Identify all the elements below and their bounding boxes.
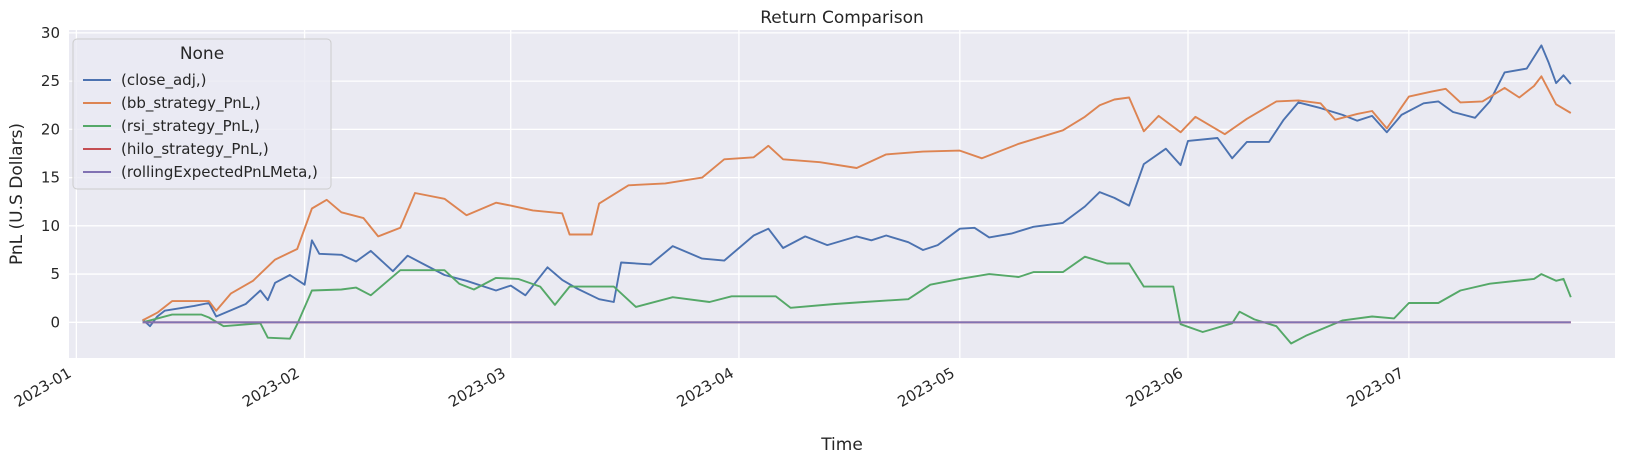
legend-entry: (rollingExpectedPnLMeta,) [121,163,318,181]
y-axis-label: PnL (U.S Dollars) [7,123,27,265]
x-axis-label: Time [820,435,863,455]
y-tick-label: 30 [41,24,60,42]
legend-title: None [180,44,224,64]
y-axis-ticks: 0 5 10 15 20 25 30 [41,24,60,331]
y-tick-label: 25 [41,72,60,90]
legend-entry: (hilo_strategy_PnL,) [121,140,269,159]
legend-entry: (rsi_strategy_PnL,) [121,117,260,136]
y-tick-label: 5 [50,265,60,283]
y-tick-label: 15 [41,169,60,187]
legend-items: (close_adj,) (bb_strategy_PnL,) (rsi_strat… [83,71,318,181]
legend-entry: (close_adj,) [121,71,207,90]
y-tick-label: 10 [41,217,60,235]
y-tick-label: 20 [41,120,60,138]
series-line-2 [142,255,1572,345]
series-line-0 [141,44,1572,328]
legend-entry: (bb_strategy_PnL,) [121,94,261,113]
legend-box [72,38,332,190]
series-line-1 [142,75,1572,322]
series-lines [141,44,1572,345]
legend: None (close_adj,) (bb_strategy_PnL,) (rsi_… [72,38,332,190]
chart-title: Return Comparison [760,8,924,28]
y-tick-label: 0 [50,313,60,331]
